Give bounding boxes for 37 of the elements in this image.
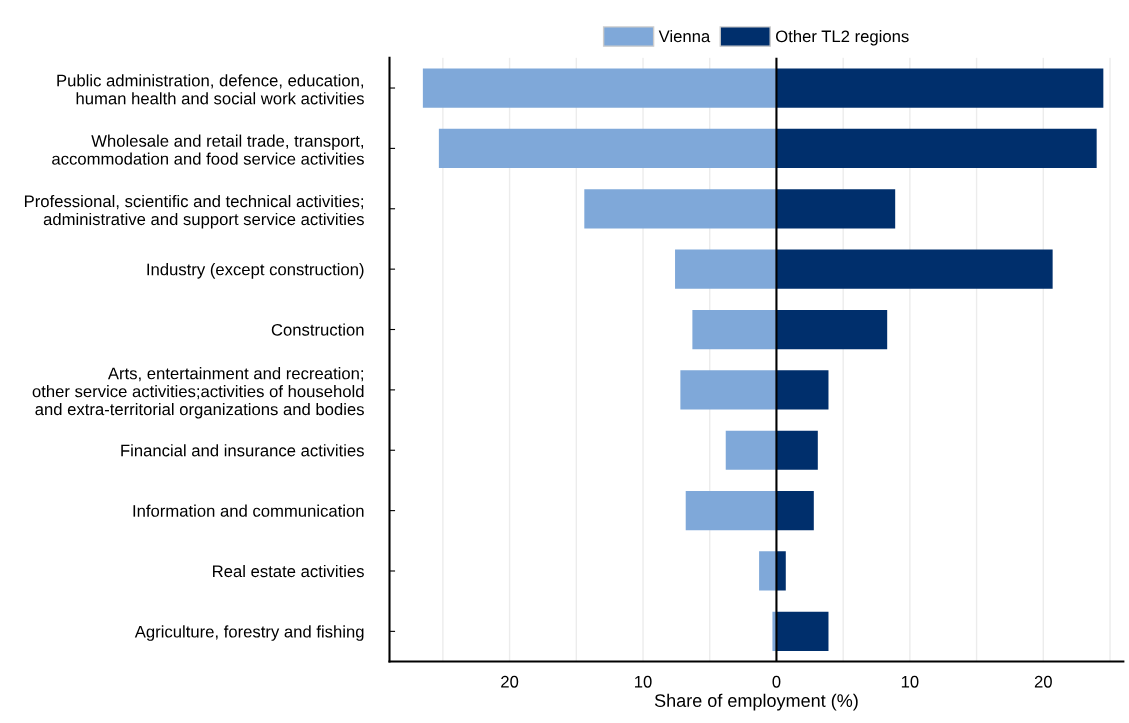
y-tick-label: Professional, scientific and technical activities; administrative and support service activities bbox=[24, 194, 364, 229]
y-tick-label: Arts, entertainment and recreation; other service activities;activities of household and extra-territorial organizations and bodies bbox=[32, 367, 364, 419]
y-tick-label: Real estate activities bbox=[213, 564, 364, 578]
bar bbox=[438, 128, 777, 169]
bar bbox=[776, 189, 896, 229]
bar bbox=[692, 309, 777, 350]
bar bbox=[675, 249, 777, 289]
bar bbox=[422, 68, 777, 108]
y-tick-label: Construction bbox=[271, 323, 364, 336]
legend-label: Other TL2 regions bbox=[776, 30, 909, 46]
bar bbox=[776, 309, 888, 350]
y-tick-label: Financial and insurance activities bbox=[121, 444, 364, 457]
bar bbox=[776, 370, 829, 410]
bar bbox=[776, 491, 814, 531]
y-tick-label: Industry (except construction) bbox=[147, 263, 364, 279]
bar bbox=[776, 68, 1104, 108]
bar bbox=[776, 551, 786, 591]
x-tick-label: 0 bbox=[772, 675, 781, 688]
legend-label: Vienna bbox=[658, 30, 711, 43]
bar bbox=[776, 249, 1053, 289]
bar bbox=[725, 430, 777, 470]
bar bbox=[776, 128, 1097, 169]
x-axis-title: Share of employment (%) bbox=[654, 693, 858, 711]
y-tick-label: Wholesale and retail trade, transport, accommodation and food service activities bbox=[52, 134, 364, 165]
bar bbox=[680, 370, 777, 410]
bar bbox=[584, 189, 777, 229]
bar bbox=[776, 430, 818, 470]
x-tick-label: 20 bbox=[1034, 675, 1052, 688]
y-tick-label: Information and communication bbox=[133, 504, 364, 517]
x-tick-label: 10 bbox=[901, 675, 919, 688]
y-tick-label: Public administration, defence, education, human health and social work activities bbox=[57, 74, 364, 105]
bar bbox=[776, 611, 829, 651]
bar bbox=[759, 551, 777, 591]
x-tick-label: 10 bbox=[635, 675, 652, 688]
bar bbox=[685, 491, 777, 531]
y-tick-label: Agriculture, forestry and fishing bbox=[134, 625, 364, 641]
x-tick-label: 20 bbox=[501, 675, 519, 688]
